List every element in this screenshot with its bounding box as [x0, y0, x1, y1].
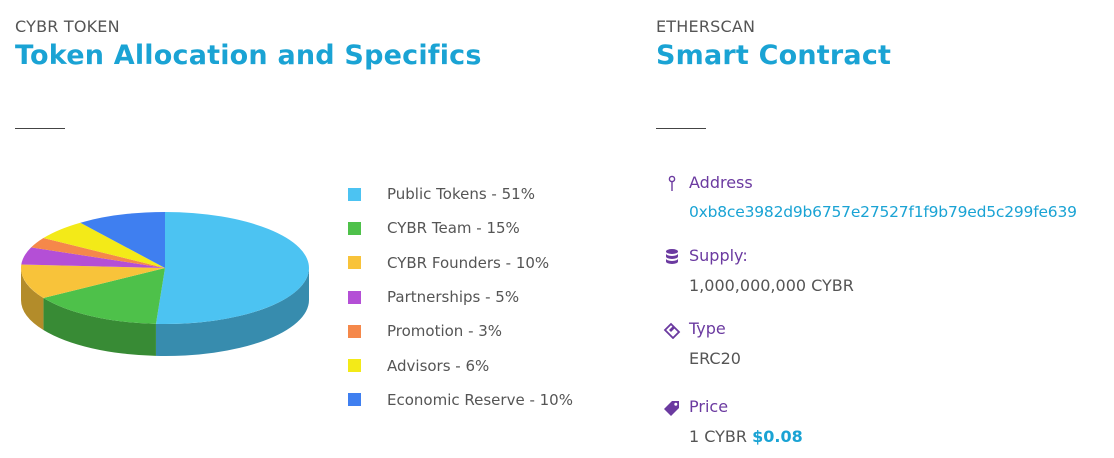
pie-slice-side: [21, 268, 44, 331]
legend-label: CYBR Founders - 10%: [387, 253, 550, 272]
section-title-smart-contract: Smart Contract: [656, 40, 892, 71]
legend-swatch: [348, 359, 361, 373]
legend-item: CYBR Founders - 10%: [348, 246, 608, 280]
tag-icon: [664, 401, 679, 416]
section-divider: [15, 128, 65, 129]
pie-sides: [21, 268, 309, 356]
legend-label: Promotion - 3%: [387, 322, 503, 341]
section-eyebrow-etherscan: ETHERSCAN: [656, 17, 756, 36]
pie-slice: [31, 237, 166, 268]
pie-slice: [80, 212, 165, 268]
address-link[interactable]: 0xb8ce3982d9b6757e27527f1f9b79ed5c299fe6…: [689, 203, 1077, 221]
price-amount: $0.08: [752, 427, 803, 446]
legend-swatch: [348, 221, 361, 235]
legend-item: Public Tokens - 51%: [348, 177, 608, 211]
pie-slice: [155, 212, 310, 324]
supply-label: Supply:: [689, 246, 748, 265]
price-label: Price: [689, 397, 729, 416]
pie-slice-side: [43, 298, 156, 356]
legend-label: Advisors - 6%: [387, 356, 490, 375]
pie-slice: [21, 247, 166, 268]
legend-label: Economic Reserve - 10%: [387, 390, 573, 409]
legend-swatch: [348, 256, 361, 270]
legend-swatch: [348, 187, 361, 201]
pie-slice: [43, 268, 165, 324]
legend-item: Advisors - 6%: [348, 348, 608, 382]
legend-item: CYBR Team - 15%: [348, 211, 608, 245]
pie-slice-side: [155, 268, 309, 356]
legend-label: CYBR Team - 15%: [387, 219, 520, 238]
pie-top: [21, 212, 310, 324]
section-eyebrow-token: CYBR TOKEN: [15, 17, 120, 36]
legend-item: Promotion - 3%: [348, 314, 608, 348]
section-divider: [656, 128, 706, 129]
pin-icon: [668, 175, 676, 191]
supply-value: 1,000,000,000 CYBR: [689, 276, 854, 295]
chart-legend: Public Tokens - 51% CYBR Team - 15% CYBR F…: [348, 177, 608, 417]
legend-swatch: [348, 393, 361, 407]
legend-label: Public Tokens - 51%: [387, 185, 535, 204]
legend-item: Partnerships - 5%: [348, 280, 608, 314]
price-value: 1 CYBR $0.08: [689, 427, 803, 446]
allocation-pie-chart: [21, 212, 310, 356]
ticket-icon: [663, 322, 681, 339]
price-prefix: 1 CYBR: [689, 427, 748, 446]
pie-slice: [43, 222, 165, 268]
legend-label: Partnerships - 5%: [387, 288, 520, 307]
legend-swatch: [348, 324, 361, 338]
pie-slice: [21, 264, 166, 299]
database-icon: [666, 249, 678, 264]
address-label: Address: [689, 173, 753, 192]
type-label: Type: [689, 319, 726, 338]
legend-item: Economic Reserve - 10%: [348, 383, 608, 417]
section-title-token-allocation: Token Allocation and Specifics: [15, 40, 482, 71]
type-value: ERC20: [689, 349, 741, 368]
legend-swatch: [348, 290, 361, 304]
